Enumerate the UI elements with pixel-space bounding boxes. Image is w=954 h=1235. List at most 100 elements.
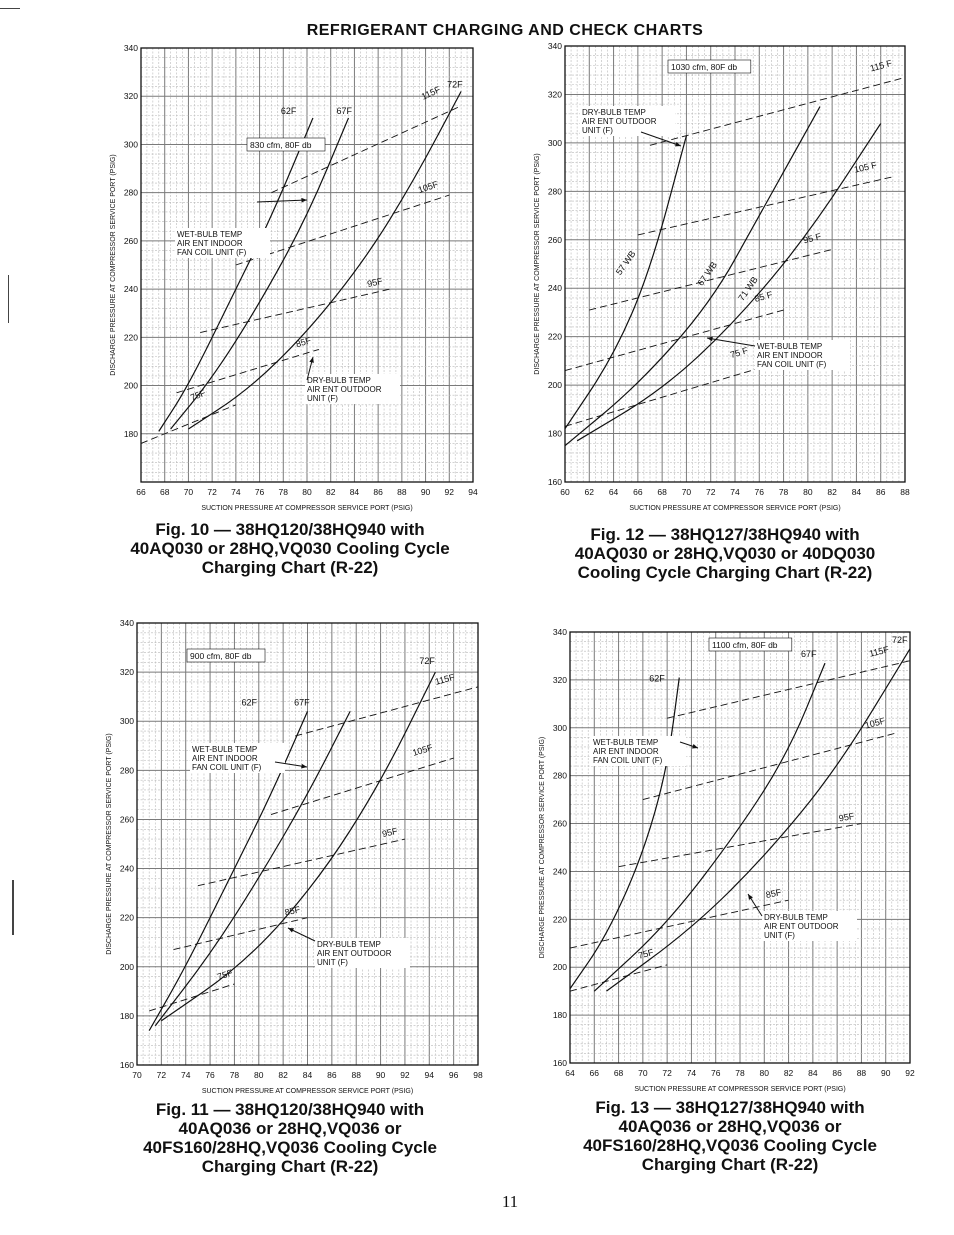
y-tick-label: 200 bbox=[553, 962, 567, 972]
y-tick-label: 180 bbox=[553, 1010, 567, 1020]
x-tick-label: 62 bbox=[585, 487, 595, 497]
y-tick-label: 280 bbox=[124, 188, 138, 198]
x-tick-label: 94 bbox=[425, 1070, 435, 1080]
note-line: UNIT (F) bbox=[764, 931, 795, 940]
x-axis-title: SUCTION PRESSURE AT COMPRESSOR SERVICE P… bbox=[629, 505, 840, 512]
wet-bulb-curve bbox=[564, 106, 821, 447]
caption-line: Fig. 10 — 38HQ120/38HQ940 with bbox=[155, 520, 425, 539]
wet-bulb-arrow-head bbox=[301, 197, 307, 203]
scan-edge-mark bbox=[12, 880, 14, 935]
note-line: AIR ENT OUTDOOR bbox=[307, 385, 382, 394]
caption-line: 40FS160/28HQ,VQ036 Cooling Cycle bbox=[143, 1138, 437, 1157]
note-line: UNIT (F) bbox=[307, 394, 338, 403]
y-tick-label: 160 bbox=[553, 1058, 567, 1068]
x-axis-title: SUCTION PRESSURE AT COMPRESSOR SERVICE P… bbox=[202, 1088, 413, 1095]
chart-fig13: 64 66 68 70 72 74 76 78 80 82 84 86 88 90 92 160 180 200 2… bbox=[539, 627, 915, 1093]
wet-bulb-arrow bbox=[256, 199, 308, 203]
x-tick-label: 78 bbox=[279, 487, 289, 497]
note-line: UNIT (F) bbox=[582, 126, 613, 135]
x-tick-label: 86 bbox=[832, 1068, 842, 1078]
x-tick-label: 82 bbox=[784, 1068, 794, 1078]
note-line: FAN COIL UNIT (F) bbox=[757, 360, 827, 369]
note-line: WET-BULB TEMP bbox=[177, 230, 242, 239]
dry-bulb-line bbox=[270, 757, 454, 815]
note-backdrop bbox=[762, 911, 857, 941]
x-tick-label: 90 bbox=[881, 1068, 891, 1078]
y-tick-label: 260 bbox=[553, 819, 567, 829]
wet-bulb-label: 62F bbox=[242, 697, 258, 707]
dry-bulb-line bbox=[667, 660, 911, 719]
dry-bulb-label: 115F bbox=[868, 644, 890, 658]
dry-bulb-line bbox=[618, 823, 862, 868]
dry-bulb-label: 95F bbox=[838, 811, 856, 824]
wet-bulb-label: 62F bbox=[281, 106, 297, 116]
y-tick-label: 300 bbox=[548, 138, 562, 148]
y-axis-title: DISCHARGE PRESSURE AT COMPRESSOR SERVICE… bbox=[106, 733, 113, 954]
note-line: AIR ENT OUTDOOR bbox=[764, 922, 839, 931]
y-tick-label: 320 bbox=[120, 667, 134, 677]
x-tick-label: 92 bbox=[400, 1070, 410, 1080]
x-tick-label: 80 bbox=[302, 487, 312, 497]
note-line: WET-BULB TEMP bbox=[593, 738, 658, 747]
x-tick-label: 86 bbox=[373, 487, 383, 497]
x-tick-label: 76 bbox=[205, 1070, 215, 1080]
dry-bulb-line bbox=[140, 404, 237, 444]
x-tick-label: 80 bbox=[803, 487, 813, 497]
wet-bulb-arrow-head bbox=[707, 336, 713, 342]
caption-fig11: Fig. 11 — 38HQ120/38HQ940 with 40AQ036 o… bbox=[80, 1100, 500, 1176]
note-line: UNIT (F) bbox=[317, 958, 348, 967]
note-line: DRY-BULB TEMP bbox=[317, 940, 381, 949]
scan-edge-mark bbox=[0, 8, 20, 9]
note-line: FAN COIL UNIT (F) bbox=[192, 763, 262, 772]
x-tick-label: 84 bbox=[350, 487, 360, 497]
scan-edge-mark bbox=[8, 275, 9, 323]
note-backdrop bbox=[755, 340, 850, 370]
note-line: AIR ENT INDOOR bbox=[593, 747, 659, 756]
x-tick-label: 86 bbox=[876, 487, 886, 497]
y-tick-label: 340 bbox=[124, 43, 138, 53]
caption-line: 40AQ036 or 28HQ,VQ036 or bbox=[618, 1117, 842, 1136]
x-tick-label: 72 bbox=[207, 487, 217, 497]
note-line: AIR ENT INDOOR bbox=[177, 239, 243, 248]
dry-bulb-label: 75F bbox=[216, 968, 234, 982]
y-tick-label: 260 bbox=[548, 235, 562, 245]
x-tick-label: 86 bbox=[327, 1070, 337, 1080]
wet-bulb-curve bbox=[564, 135, 688, 430]
caption-line: 40AQ030 or 28HQ,VQ030 Cooling Cycle bbox=[130, 539, 450, 558]
caption-line: 40AQ030 or 28HQ,VQ030 or 40DQ030 bbox=[574, 544, 876, 563]
y-tick-label: 320 bbox=[548, 89, 562, 99]
x-tick-label: 60 bbox=[560, 487, 570, 497]
x-tick-label: 92 bbox=[905, 1068, 915, 1078]
caption-line: Charging Chart (R-22) bbox=[201, 558, 379, 577]
wet-bulb-curve bbox=[576, 123, 882, 442]
dry-bulb-label: 95F bbox=[381, 826, 399, 839]
caption-line: 40FS160/28HQ,VQ036 Cooling Cycle bbox=[583, 1136, 877, 1155]
note-backdrop bbox=[175, 228, 270, 258]
dry-bulb-arrow-head bbox=[309, 357, 314, 363]
note-line: DRY-BULB TEMP bbox=[582, 108, 646, 117]
x-tick-label: 64 bbox=[565, 1068, 575, 1078]
note-backdrop bbox=[580, 106, 675, 136]
x-tick-label: 78 bbox=[735, 1068, 745, 1078]
y-tick-label: 280 bbox=[553, 771, 567, 781]
x-tick-label: 80 bbox=[254, 1070, 264, 1080]
dry-bulb-label: 85F bbox=[765, 887, 783, 900]
wet-bulb-label: 72F bbox=[419, 656, 435, 666]
x-tick-label: 88 bbox=[900, 487, 910, 497]
x-tick-label: 90 bbox=[421, 487, 431, 497]
caption-fig10: Fig. 10 — 38HQ120/38HQ940 with 40AQ030 o… bbox=[80, 520, 500, 577]
y-tick-label: 340 bbox=[120, 618, 134, 628]
x-tick-label: 84 bbox=[852, 487, 862, 497]
note-line: WET-BULB TEMP bbox=[757, 342, 822, 351]
grid bbox=[569, 631, 911, 1064]
dry-bulb-line bbox=[589, 249, 833, 311]
x-tick-label: 82 bbox=[827, 487, 837, 497]
x-tick-label: 78 bbox=[230, 1070, 240, 1080]
dry-bulb-arrow-head bbox=[288, 928, 294, 933]
wet-bulb-label: 62F bbox=[649, 673, 665, 683]
dry-bulb-line bbox=[197, 838, 406, 887]
dry-bulb-line bbox=[564, 367, 760, 427]
x-tick-label: 74 bbox=[181, 1070, 191, 1080]
grid bbox=[140, 47, 474, 483]
